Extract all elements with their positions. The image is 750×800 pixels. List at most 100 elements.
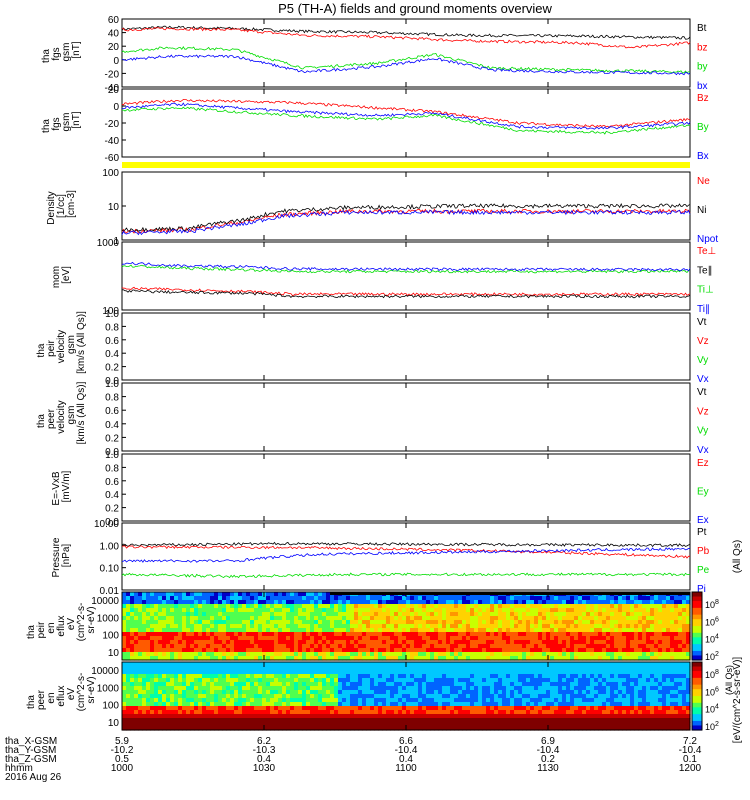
spectrogram-cell [534,698,539,703]
spectrogram-cell [606,678,611,683]
spectrogram-cell [586,682,591,687]
spectrogram-cell [406,636,411,641]
spectrogram-cell [314,648,319,653]
spectrogram-cell [354,652,359,657]
spectrogram-cell [366,706,371,711]
spectrogram-cell [382,706,387,711]
spectrogram-cell [510,624,515,629]
spectrogram-cell [378,620,383,625]
spectrogram-cell [134,644,139,649]
spectrogram-cell [366,694,371,699]
spectrogram-cell [442,718,447,723]
spectrogram-cell [366,632,371,637]
spectrogram-cell [390,662,395,667]
spectrogram-cell [598,656,603,661]
spectrogram-cell [226,678,231,683]
spectrogram-cell [314,706,319,711]
spectrogram-cell [294,702,299,707]
spectrogram-cell [230,592,235,597]
spectrogram-cell [138,640,143,645]
spectrogram-cell [494,652,499,657]
spectrogram-cell [482,648,487,653]
spectrogram-cell [278,686,283,691]
spectrogram-cell [230,656,235,661]
spectrogram-cell [210,644,215,649]
spectrogram-cell [194,714,199,719]
spectrogram-cell [554,632,559,637]
spectrogram-cell [350,640,355,645]
spectrogram-cell [190,596,195,601]
spectrogram-cell [230,620,235,625]
spectrogram-cell [150,670,155,675]
spectrogram-cell [606,652,611,657]
spectrogram-cell [478,718,483,723]
spectrogram-cell [198,682,203,687]
spectrogram-cell [370,686,375,691]
spectrogram-cell [398,706,403,711]
spectrogram-cell [638,628,643,633]
spectrogram-cell [670,600,675,605]
spectrogram-cell [410,604,415,609]
spectrogram-cell [450,690,455,695]
spectrogram-cell [262,596,267,601]
spectrogram-cell [270,592,275,597]
spectrogram-cell [258,666,263,671]
spectrogram-cell [410,698,415,703]
spectrogram-cell [554,682,559,687]
spectrogram-cell [438,722,443,727]
spectrogram-cell [658,670,663,675]
spectrogram-cell [278,604,283,609]
spectrogram-cell [462,694,467,699]
spectrogram-cell [622,640,627,645]
spectrogram-cell [550,702,555,707]
spectrogram-cell [302,600,307,605]
spectrogram-cell [534,690,539,695]
spectrogram-cell [234,620,239,625]
spectrogram-cell [274,632,279,637]
spectrogram-cell [342,640,347,645]
spectrogram-cell [274,662,279,667]
spectrogram-cell [614,632,619,637]
spectrogram-cell [338,616,343,621]
spectrogram-cell [594,624,599,629]
spectrogram-cell [642,628,647,633]
spectrogram-cell [290,726,295,731]
spectrogram-cell [346,620,351,625]
spectrogram-cell [426,644,431,649]
spectrogram-cell [462,652,467,657]
spectrogram-cell [346,714,351,719]
spectrogram-cell [142,682,147,687]
spectrogram-cell [246,600,251,605]
spectrogram-cell [638,640,643,645]
spectrogram-cell [134,604,139,609]
spectrogram-cell [622,652,627,657]
spectrogram-cell [138,690,143,695]
spectrogram-cell [198,686,203,691]
spectrogram-cell [262,702,267,707]
spectrogram-cell [138,710,143,715]
spectrogram-cell [426,620,431,625]
spectrogram-cell [402,678,407,683]
spectrogram-cell [642,702,647,707]
spectrogram-cell [490,662,495,667]
spectrogram-cell [370,616,375,621]
spectrogram-cell [186,620,191,625]
spectrogram-cell [486,678,491,683]
spectrogram-cell [534,702,539,707]
y-axis-label: tha peer velocity gsm [km/s (All Qs)] [36,381,87,444]
spectrogram-cell [542,718,547,723]
spectrogram-cell [130,714,135,719]
spectrogram-cell [306,596,311,601]
spectrogram-cell [574,616,579,621]
spectrogram-cell [206,604,211,609]
spectrogram-cell [246,718,251,723]
spectrogram-cell [630,662,635,667]
spectrogram-cell [234,686,239,691]
spectrogram-cell [626,702,631,707]
spectrogram-cell [390,604,395,609]
spectrogram-cell [302,694,307,699]
spectrogram-cell [334,648,339,653]
spectrogram-cell [582,616,587,621]
spectrogram-cell [366,596,371,601]
spectrogram-cell [650,718,655,723]
